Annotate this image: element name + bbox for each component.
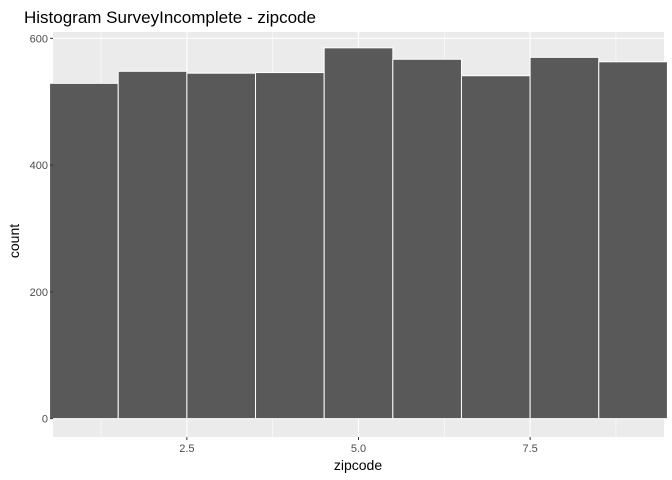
x-tick-label: 7.5 <box>522 443 537 455</box>
y-tick-label: 600 <box>30 33 48 45</box>
x-axis-ticks: 2.5 5.0 7.5 <box>179 437 538 455</box>
histogram-bar <box>598 61 668 420</box>
y-tick-label: 400 <box>30 160 48 172</box>
histogram-bar <box>392 58 462 420</box>
histogram-bar <box>117 70 188 420</box>
histogram-bar <box>323 47 394 420</box>
histogram-bar <box>529 56 600 420</box>
histogram-bar <box>460 75 531 420</box>
x-tick-label: 5.0 <box>351 443 366 455</box>
x-tick-label: 2.5 <box>179 443 194 455</box>
histogram-bars <box>49 47 668 420</box>
chart-title: Histogram SurveyIncomplete - zipcode <box>24 8 316 27</box>
y-tick-label: 200 <box>30 287 48 299</box>
y-axis-ticks: 0 200 400 600 <box>30 33 53 426</box>
y-tick-label: 0 <box>42 414 48 426</box>
histogram-bar <box>255 72 325 420</box>
y-axis-title: count <box>6 224 22 258</box>
x-axis-title: zipcode <box>334 457 382 473</box>
histogram-bar <box>49 82 119 420</box>
histogram-bar <box>186 72 257 420</box>
